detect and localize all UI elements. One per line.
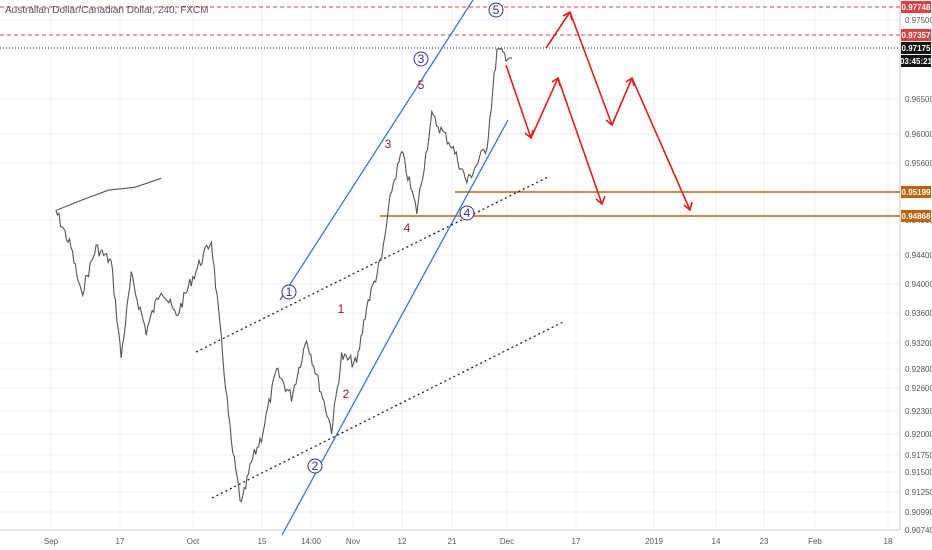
y-tick-label: 0.96500 (905, 95, 932, 104)
y-tick-label: 0.91750 (905, 451, 932, 460)
wave-circle-1 (281, 284, 297, 300)
y-tick-label: 0.96000 (905, 130, 932, 139)
y-tick-label: 0.92600 (905, 384, 932, 393)
x-tick-label: 15 (258, 537, 267, 546)
price-label-95199: 0.95199 (902, 188, 931, 197)
price-label-bg-95199 (901, 186, 931, 198)
chart-title: Australian Dollar/Canadian Dollar, 240, … (5, 5, 209, 16)
x-tick-label: 2019 (645, 537, 663, 546)
price-label-94868: 0.94868 (902, 212, 931, 221)
y-tick-label: 0.90990 (905, 508, 932, 517)
y-tick-label: 0.97500 (905, 16, 932, 25)
wave-label-circled-2: 2 (312, 459, 319, 473)
x-tick-label: Nov (346, 537, 360, 546)
y-tick-label: 0.90740 (905, 526, 932, 535)
price-series[interactable] (55, 46, 513, 503)
y-tick-label: 0.91250 (905, 488, 932, 497)
forecast-arrow-down-2 (631, 77, 691, 211)
forecast-arrow-up-3 (530, 77, 559, 139)
y-tick-label: 0.94000 (905, 280, 932, 289)
y-tick-label: 0.91500 (905, 468, 932, 477)
price-label-current: 0.97175 (902, 44, 931, 53)
forecast-arrow-up-1 (545, 11, 571, 49)
wave-label-circled-4: 4 (464, 206, 471, 220)
y-tick-label: 0.95600 (905, 159, 932, 168)
x-tick-label: 17 (572, 537, 581, 546)
y-tick-label: 0.93600 (905, 309, 932, 318)
channel-upper-line (279, 0, 474, 301)
price-label-97357: 0.97357 (902, 31, 931, 40)
wave-label-circled-5: 5 (493, 3, 500, 17)
x-tick-label: Sep (44, 537, 59, 546)
wave-circle-2 (307, 458, 323, 474)
x-tick-label: 23 (760, 537, 769, 546)
x-tick-label: 17 (116, 537, 125, 546)
forecast-arrow-up-2 (611, 77, 633, 126)
wave-label-minor-2: 2 (343, 387, 350, 401)
y-tick-label: 0.92300 (905, 407, 932, 416)
forecast-arrow-down-1 (569, 11, 613, 126)
bar-countdown: 03:45:21 (900, 57, 932, 66)
x-tick-label: Dec (500, 537, 514, 546)
y-tick-label: 0.93200 (905, 339, 932, 348)
x-tick-label: Feb (808, 537, 822, 546)
wave-label-circled-1: 1 (286, 285, 293, 299)
price-label-bg-97357 (901, 29, 931, 41)
price-label-bg-94868 (901, 210, 931, 222)
x-tick-label: 14:00 (301, 537, 322, 546)
time-axis[interactable]: Sep 17 Oct 15 14:00 Nov 12 21 Dec 17 2019 14 23 Feb 18 (44, 537, 893, 546)
wave-circle-4 (459, 205, 475, 221)
wave-labels: 1 2 3 4 5 1 2 3 4 5 (281, 2, 504, 474)
countdown-bg (901, 55, 931, 67)
price-label-97748: 0.97748 (902, 3, 931, 12)
x-tick-label: 21 (448, 537, 457, 546)
forecast-arrow-down-4 (557, 77, 603, 205)
forecast-arrow-down-3 (505, 64, 532, 139)
wave-label-minor-5: 5 (418, 78, 425, 92)
x-tick-label: 14 (712, 537, 721, 546)
dotted-trendline-upper (195, 176, 549, 353)
y-tick-label: 0.94400 (905, 251, 932, 260)
dotted-trendline-lower (211, 320, 566, 499)
price-label-bg-97748 (901, 1, 931, 13)
y-tick-label: 0.92800 (905, 365, 932, 374)
price-labels: 0.97748 0.97357 0.97175 03:45:21 0.95199… (900, 1, 932, 222)
price-label-bg-current (901, 42, 931, 54)
wave-label-circled-3: 3 (418, 52, 425, 66)
x-tick-label: 12 (398, 537, 407, 546)
forecast-arrows[interactable] (505, 10, 693, 212)
y-tick-label: 0.92000 (905, 430, 932, 439)
wave-label-minor-1: 1 (338, 302, 345, 316)
wave-circle-5 (488, 2, 504, 18)
wave-label-minor-3: 3 (385, 137, 392, 151)
x-tick-label: Oct (187, 537, 200, 546)
wave-label-minor-4: 4 (404, 221, 411, 235)
wave-circle-3 (413, 51, 429, 67)
x-tick-label: 18 (884, 537, 893, 546)
